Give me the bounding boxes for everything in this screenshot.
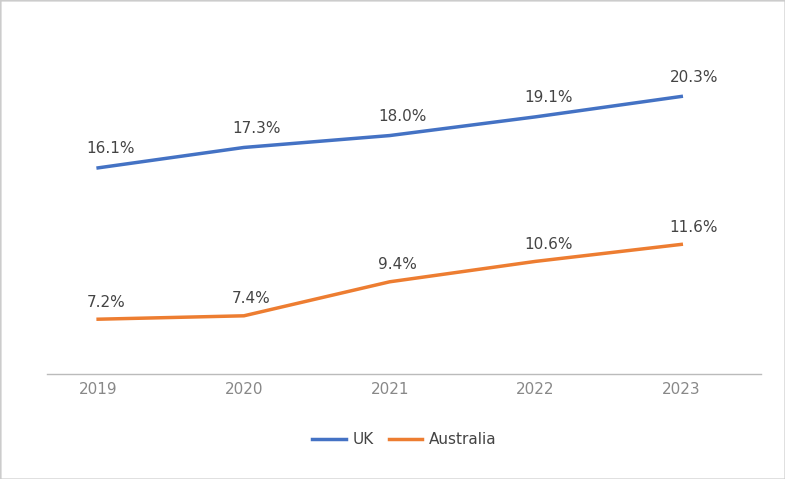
- UK: [93, 165, 103, 171]
- Line: UK: UK: [98, 96, 681, 168]
- UK: [385, 133, 394, 138]
- Text: 11.6%: 11.6%: [670, 220, 718, 235]
- Legend: UK, Australia: UK, Australia: [306, 425, 502, 453]
- Australia: [677, 241, 686, 247]
- Text: 18.0%: 18.0%: [378, 109, 426, 124]
- UK: [531, 114, 540, 120]
- Australia: [385, 279, 394, 285]
- UK: [239, 145, 249, 150]
- Text: 10.6%: 10.6%: [524, 237, 572, 252]
- Text: 19.1%: 19.1%: [524, 90, 572, 105]
- Text: 7.4%: 7.4%: [232, 291, 271, 307]
- Text: 20.3%: 20.3%: [670, 69, 718, 84]
- Line: Australia: Australia: [98, 244, 681, 319]
- Text: 17.3%: 17.3%: [232, 121, 281, 136]
- Australia: [531, 259, 540, 264]
- Text: 7.2%: 7.2%: [86, 295, 126, 310]
- Text: 16.1%: 16.1%: [86, 141, 135, 156]
- Australia: [239, 313, 249, 319]
- Text: 9.4%: 9.4%: [378, 257, 417, 273]
- UK: [677, 93, 686, 99]
- Australia: [93, 316, 103, 322]
